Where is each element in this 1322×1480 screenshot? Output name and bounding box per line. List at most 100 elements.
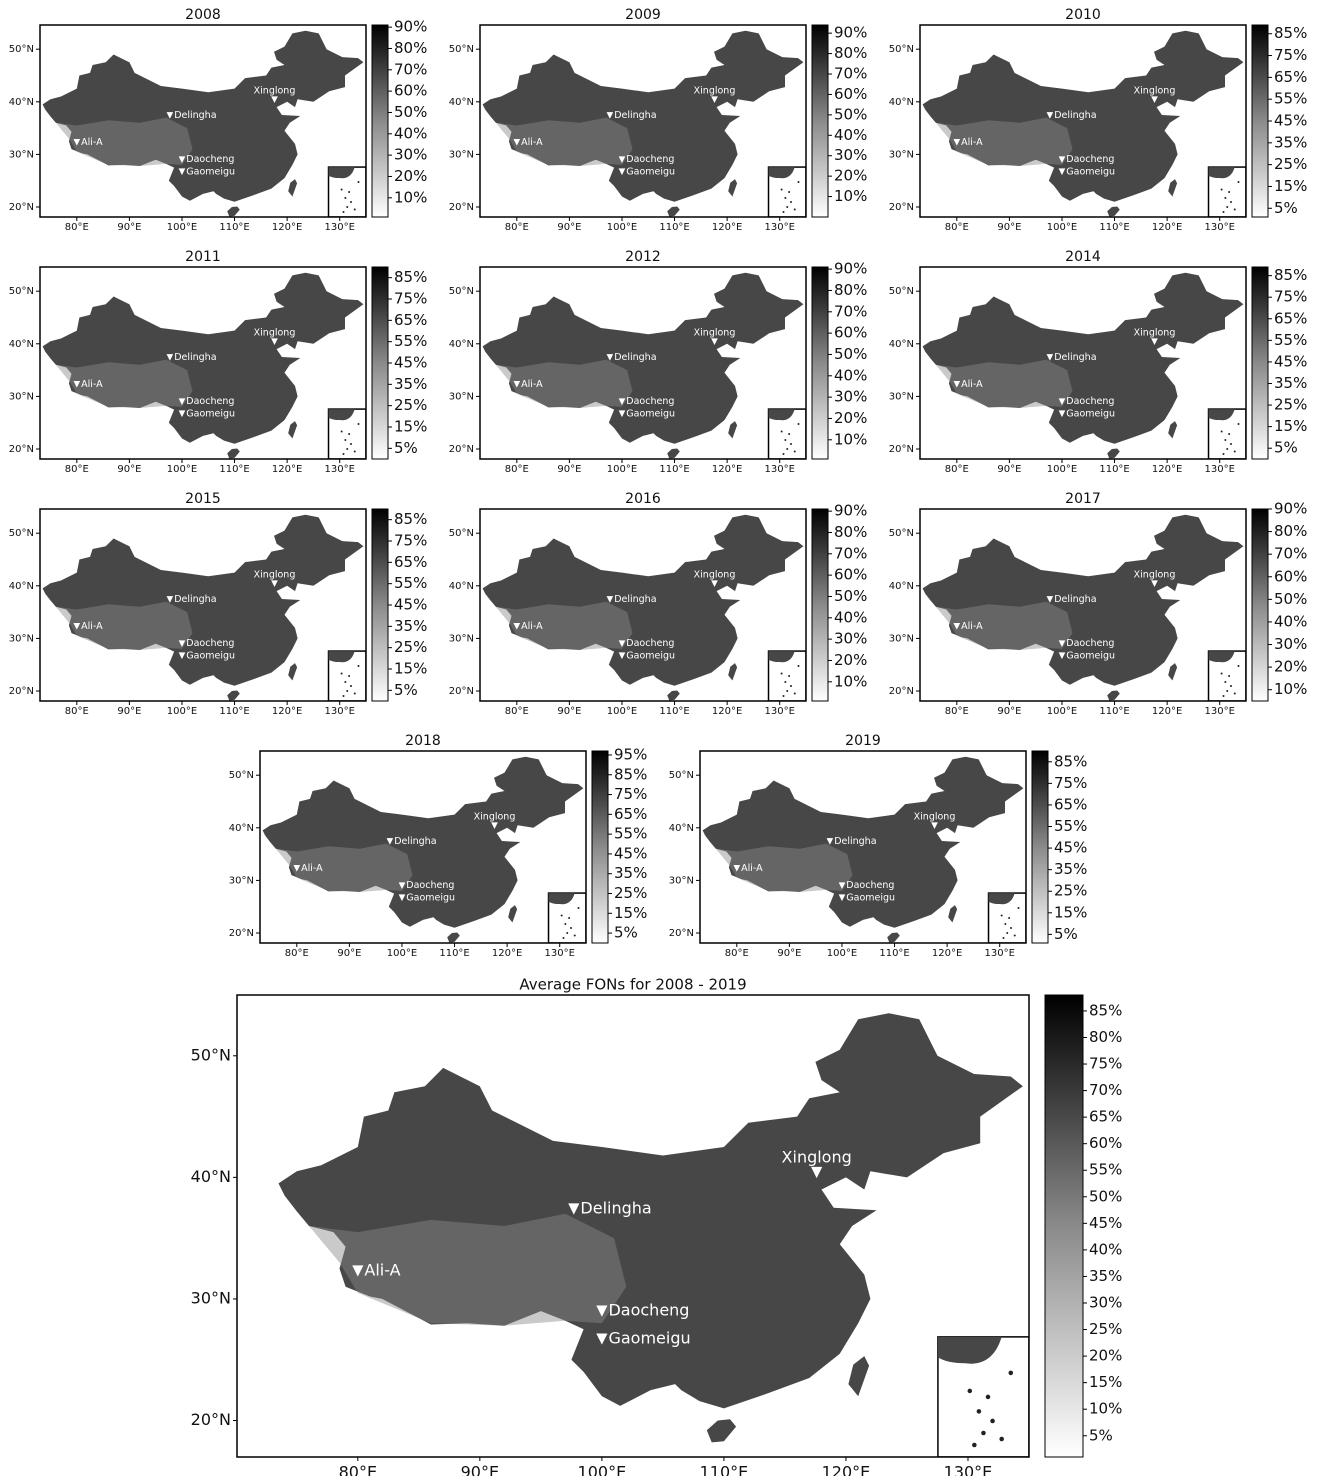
inset-island bbox=[350, 685, 352, 687]
colorbar-tick-label: 5% bbox=[1274, 439, 1298, 457]
y-tick-label: 20°N bbox=[449, 444, 474, 455]
colorbar-tick-label: 75% bbox=[394, 290, 427, 308]
colorbar-tick-label: 80% bbox=[394, 39, 427, 57]
island bbox=[728, 663, 737, 680]
colorbar-tick-label: 20% bbox=[1274, 658, 1307, 676]
inset-island bbox=[790, 201, 792, 203]
site-label: Ali-A bbox=[521, 621, 543, 632]
site-label: Daocheng bbox=[1066, 154, 1114, 165]
x-tick-label: 100°E bbox=[167, 464, 197, 475]
site-label: Gaomeigu bbox=[626, 650, 675, 661]
colorbar-tick-label: 35% bbox=[394, 375, 427, 393]
inset-island bbox=[1224, 681, 1226, 683]
site-label: Daocheng bbox=[846, 880, 894, 891]
colorbar-tick-label: 5% bbox=[1274, 199, 1298, 217]
island bbox=[848, 1356, 869, 1396]
inset-island bbox=[1238, 423, 1240, 425]
figure: 2008XinglongDelinghaAli-ADaochengGaomeig… bbox=[0, 0, 1322, 1476]
x-tick-label: 100°E bbox=[607, 706, 637, 717]
y-tick-label: 50°N bbox=[9, 286, 34, 297]
x-tick-label: 110°E bbox=[439, 948, 469, 959]
inset-island bbox=[1010, 927, 1012, 929]
colorbar-tick-label: 35% bbox=[1054, 860, 1087, 878]
y-tick-label: 50°N bbox=[9, 44, 34, 55]
colorbar-tick-label: 5% bbox=[394, 439, 418, 457]
y-tick-label: 50°N bbox=[449, 528, 474, 539]
colorbar-tick-label: 25% bbox=[394, 638, 427, 656]
colorbar-tick-label: 10% bbox=[1274, 680, 1307, 698]
inset-island bbox=[1228, 675, 1230, 677]
map-area bbox=[483, 31, 806, 217]
site-label: Ali-A bbox=[961, 137, 983, 148]
x-tick-label: 120°E bbox=[822, 1463, 871, 1477]
colorbar-tick-label: 75% bbox=[1274, 46, 1307, 64]
inset-island bbox=[566, 932, 568, 934]
x-tick-label: 100°E bbox=[387, 948, 417, 959]
colorbar-tick-label: 40% bbox=[394, 124, 427, 142]
inset-island bbox=[1228, 433, 1230, 435]
colorbar-tick-label: 50% bbox=[834, 587, 867, 605]
inset-island bbox=[784, 439, 786, 441]
island bbox=[1168, 179, 1177, 196]
colorbar-tick-label: 45% bbox=[1089, 1214, 1122, 1232]
site-label: Xinglong bbox=[694, 86, 736, 97]
inset-island bbox=[561, 915, 563, 917]
colorbar-tick-label: 80% bbox=[1089, 1028, 1122, 1046]
y-tick-label: 40°N bbox=[9, 97, 34, 108]
x-tick-label: 110°E bbox=[700, 1463, 749, 1477]
y-tick-label: 40°N bbox=[191, 1167, 231, 1186]
inset-island bbox=[783, 695, 785, 697]
colorbar-tick-label: 90% bbox=[834, 502, 867, 520]
y-tick-label: 50°N bbox=[449, 44, 474, 55]
colorbar-tick-label: 5% bbox=[614, 924, 638, 942]
colorbar-tick-label: 30% bbox=[834, 630, 867, 648]
island bbox=[288, 663, 297, 680]
y-tick-label: 20°N bbox=[669, 928, 694, 939]
island bbox=[227, 691, 240, 701]
colorbar-tick-label: 45% bbox=[394, 354, 427, 372]
colorbar-tick-label: 30% bbox=[1089, 1294, 1122, 1312]
y-tick-label: 50°N bbox=[669, 770, 694, 781]
y-tick-label: 20°N bbox=[229, 928, 254, 939]
x-tick-label: 100°E bbox=[1047, 222, 1077, 233]
panel-title: Average FONs for 2008 - 2019 bbox=[519, 976, 746, 994]
panel-title: 2019 bbox=[845, 733, 881, 749]
inset-island bbox=[1003, 937, 1005, 939]
inset-island bbox=[354, 693, 356, 695]
y-tick-label: 50°N bbox=[889, 286, 914, 297]
x-tick-label: 130°E bbox=[765, 464, 795, 475]
inset-island bbox=[358, 423, 360, 425]
site-label: Daocheng bbox=[1066, 396, 1114, 407]
x-tick-label: 120°E bbox=[932, 948, 962, 959]
colorbar-tick-label: 20% bbox=[834, 651, 867, 669]
y-tick-label: 50°N bbox=[191, 1045, 231, 1064]
colorbar-tick-label: 55% bbox=[394, 574, 427, 592]
colorbar-tick-label: 5% bbox=[1089, 1426, 1113, 1444]
inset-island bbox=[1221, 431, 1223, 433]
panel-title: 2014 bbox=[1065, 249, 1101, 265]
y-tick-label: 40°N bbox=[449, 581, 474, 592]
site-label: Xinglong bbox=[782, 1148, 852, 1167]
island bbox=[288, 421, 297, 438]
colorbar bbox=[1252, 267, 1268, 459]
inset-island bbox=[788, 675, 790, 677]
site-label: Daocheng bbox=[608, 1301, 689, 1320]
colorbar-tick-label: 45% bbox=[614, 844, 647, 862]
x-tick-label: 100°E bbox=[827, 948, 857, 959]
y-tick-label: 20°N bbox=[889, 202, 914, 213]
colorbar-tick-label: 25% bbox=[1089, 1320, 1122, 1338]
inset-island bbox=[570, 927, 572, 929]
x-tick-label: 90°E bbox=[557, 222, 581, 233]
map-area bbox=[43, 31, 366, 217]
x-tick-label: 80°E bbox=[65, 222, 89, 233]
x-tick-label: 110°E bbox=[219, 222, 249, 233]
island bbox=[667, 691, 680, 701]
inset-island bbox=[1001, 915, 1003, 917]
y-tick-label: 30°N bbox=[889, 149, 914, 160]
inset-island bbox=[1223, 453, 1225, 455]
colorbar-tick-label: 85% bbox=[1274, 266, 1307, 284]
colorbar-tick-label: 65% bbox=[614, 805, 647, 823]
colorbar-tick-label: 70% bbox=[1089, 1081, 1122, 1099]
inset-island bbox=[358, 665, 360, 667]
site-label: Delingha bbox=[174, 594, 216, 605]
